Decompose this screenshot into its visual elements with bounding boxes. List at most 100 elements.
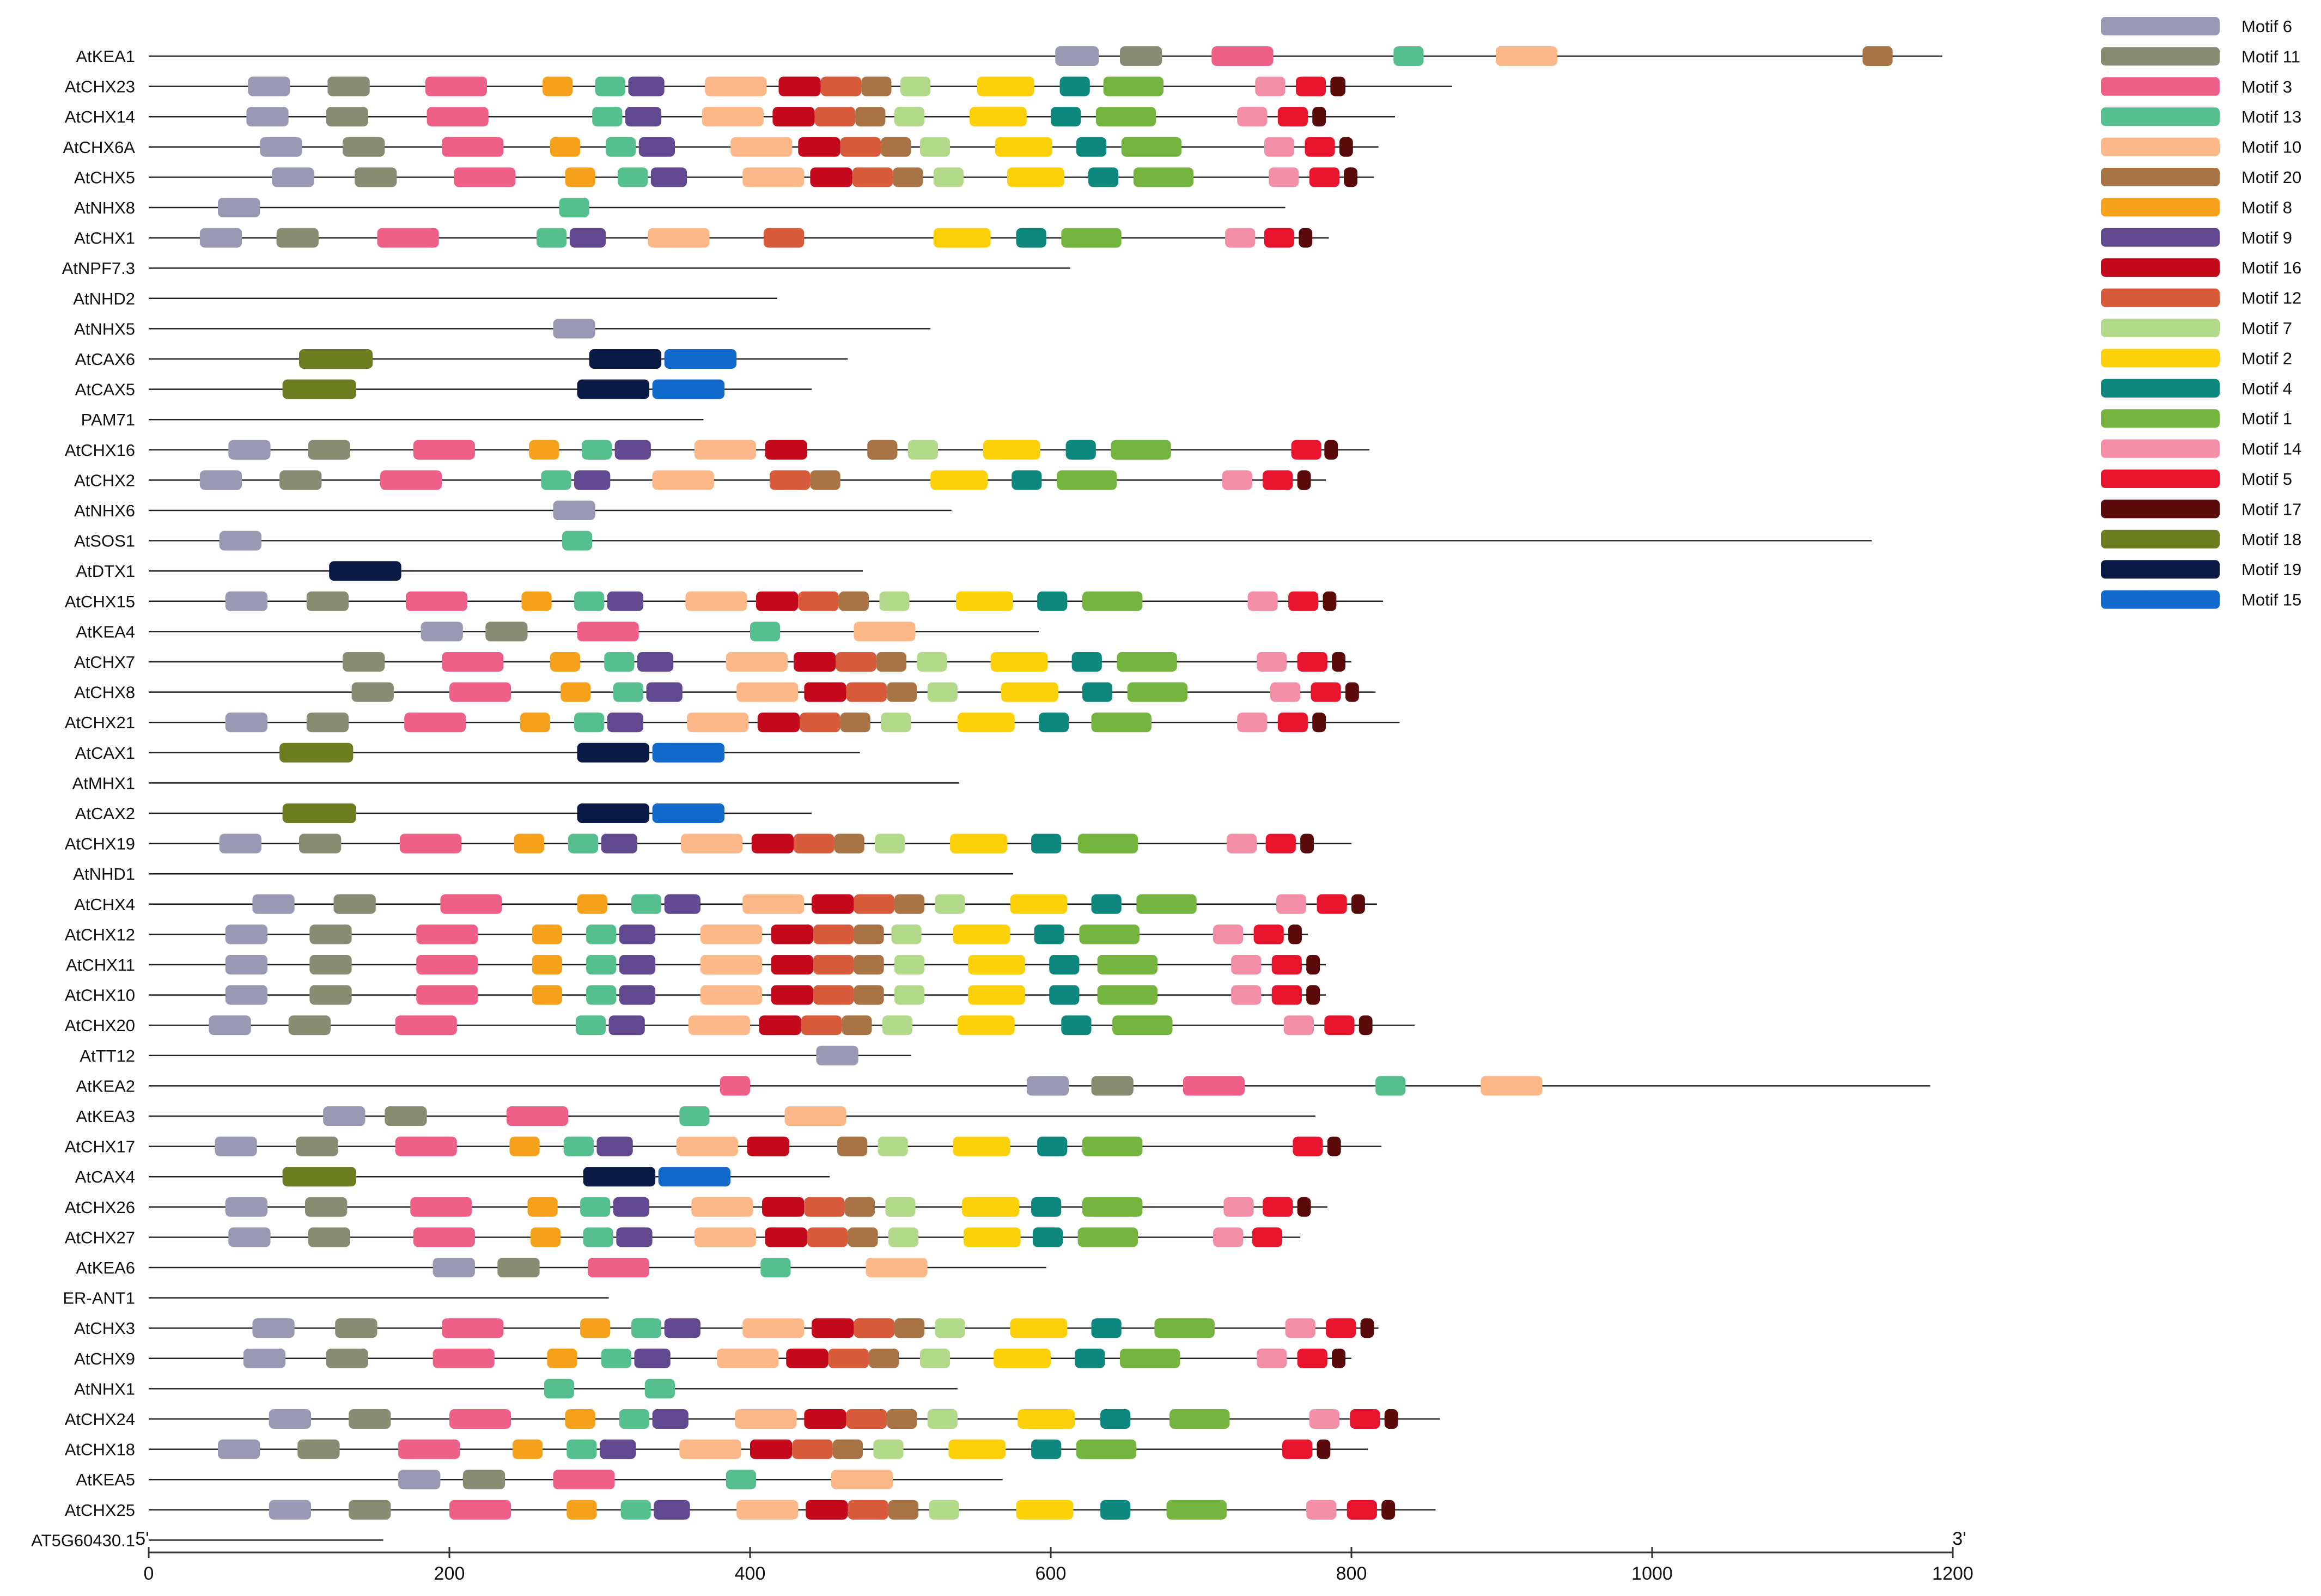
gene-row: AtCHX12 xyxy=(65,924,1308,945)
motif-box-motif-5 xyxy=(1317,894,1347,914)
motif-box-motif-16 xyxy=(812,1318,854,1338)
gene-label: AtCHX27 xyxy=(65,1228,135,1247)
motif-box-motif-3 xyxy=(449,682,511,702)
gene-row: AtDTX1 xyxy=(76,561,863,581)
motif-box-motif-15 xyxy=(652,379,725,399)
gene-row: AtCHX27 xyxy=(65,1227,1301,1247)
motif-box-motif-3 xyxy=(1183,1076,1245,1096)
motif-box-motif-4 xyxy=(1100,1409,1131,1429)
gene-row: AtNHD1 xyxy=(73,864,1013,884)
motif-box-motif-5 xyxy=(1305,137,1335,157)
motif-box-motif-4 xyxy=(1049,955,1080,974)
motif-box-motif-7 xyxy=(919,137,951,157)
gene-label: AtCHX8 xyxy=(74,683,135,702)
motif-box-motif-3 xyxy=(399,833,462,854)
legend-swatch xyxy=(2101,47,2220,66)
motif-box-motif-8 xyxy=(520,712,550,733)
motif-box-motif-6 xyxy=(225,591,268,611)
motif-box-motif-14 xyxy=(1309,1409,1339,1429)
motif-box-motif-11 xyxy=(327,76,370,96)
motif-box-motif-8 xyxy=(514,833,544,854)
motif-box-motif-4 xyxy=(1076,137,1107,157)
motif-box-motif-20 xyxy=(894,1318,925,1338)
motif-box-motif-16 xyxy=(771,955,813,974)
legend-item: Motif 19 xyxy=(2101,560,2301,579)
motif-box-motif-14 xyxy=(1285,1318,1315,1338)
motif-box-motif-1 xyxy=(1154,1318,1215,1338)
motif-box-motif-6 xyxy=(243,1348,286,1368)
motif-box-motif-8 xyxy=(566,1500,597,1520)
motif-box-motif-3 xyxy=(405,591,468,611)
motif-box-motif-1 xyxy=(1166,1500,1227,1520)
motif-box-motif-11 xyxy=(276,228,319,248)
motif-box-motif-1 xyxy=(1095,107,1156,127)
motif-box-motif-16 xyxy=(765,1227,807,1247)
motif-box-motif-20 xyxy=(848,1227,878,1247)
motif-box-motif-12 xyxy=(769,470,811,490)
motif-box-motif-4 xyxy=(1091,1318,1122,1338)
gene-row: AtKEA4 xyxy=(76,622,1039,642)
motif-box-motif-1 xyxy=(1057,470,1117,490)
gene-row: ER-ANT1 xyxy=(63,1289,609,1308)
legend-item: Motif 7 xyxy=(2101,319,2292,338)
gene-label: AtCHX7 xyxy=(74,653,135,672)
motif-box-motif-10 xyxy=(681,833,743,854)
motif-box-motif-13 xyxy=(606,137,636,157)
legend-label: Motif 10 xyxy=(2241,138,2301,157)
motif-box-motif-2 xyxy=(995,137,1052,157)
motif-box-motif-7 xyxy=(894,955,925,974)
motif-box-motif-2 xyxy=(957,712,1015,733)
motif-box-motif-6 xyxy=(553,501,595,520)
legend-item: Motif 1 xyxy=(2101,409,2292,428)
motif-box-motif-6 xyxy=(228,440,271,460)
motif-box-motif-18 xyxy=(299,349,373,369)
legend-item: Motif 20 xyxy=(2101,168,2301,187)
legend-swatch xyxy=(2101,409,2220,428)
gene-label: AtCHX17 xyxy=(65,1137,135,1156)
motif-box-motif-9 xyxy=(654,1500,690,1520)
motif-box-motif-8 xyxy=(527,1197,558,1217)
motif-box-motif-17 xyxy=(1324,440,1338,460)
motif-box-motif-20 xyxy=(876,652,907,672)
motif-box-motif-3 xyxy=(432,1348,495,1368)
motif-box-motif-20 xyxy=(861,76,892,96)
motif-box-motif-4 xyxy=(1031,1197,1062,1217)
motif-box-motif-8 xyxy=(521,591,552,611)
legend-item: Motif 12 xyxy=(2101,288,2301,308)
motif-box-motif-7 xyxy=(891,924,922,945)
motif-box-motif-10 xyxy=(784,1106,846,1126)
motif-box-motif-2 xyxy=(957,1015,1015,1035)
motif-box-motif-6 xyxy=(272,167,314,187)
motif-box-motif-11 xyxy=(288,1015,331,1035)
motif-box-motif-5 xyxy=(1295,76,1326,96)
motif-box-motif-13 xyxy=(544,1379,575,1399)
legend-swatch xyxy=(2101,137,2220,156)
motif-box-motif-14 xyxy=(1237,107,1268,127)
motif-box-motif-13 xyxy=(601,1348,631,1368)
motif-box-motif-17 xyxy=(1345,682,1359,702)
motif-box-motif-6 xyxy=(421,622,463,642)
motif-box-motif-4 xyxy=(1031,1439,1062,1459)
gene-row: AtCAX2 xyxy=(75,803,812,823)
motif-box-motif-10 xyxy=(691,1197,753,1217)
motif-box-motif-7 xyxy=(873,1439,904,1459)
motif-box-motif-10 xyxy=(694,440,757,460)
gene-label: AtNHX8 xyxy=(74,198,135,217)
gene-label: AtMHX1 xyxy=(72,773,135,793)
motif-box-motif-6 xyxy=(252,894,295,914)
motif-box-motif-12 xyxy=(798,591,839,611)
motif-box-motif-13 xyxy=(760,1258,791,1277)
motif-box-motif-2 xyxy=(969,107,1027,127)
motif-box-motif-13 xyxy=(586,955,617,974)
gene-label: AtCHX25 xyxy=(65,1501,135,1520)
motif-box-motif-3 xyxy=(506,1106,569,1126)
motif-box-motif-11 xyxy=(309,985,352,1005)
motif-box-motif-16 xyxy=(810,167,852,187)
motif-box-motif-2 xyxy=(953,1136,1010,1156)
motif-box-motif-20 xyxy=(867,440,898,460)
motif-box-motif-20 xyxy=(854,924,884,945)
motif-box-motif-8 xyxy=(512,1439,543,1459)
x-tick-label: 1200 xyxy=(1932,1563,1973,1584)
motif-box-motif-11 xyxy=(355,167,397,187)
motif-box-motif-3 xyxy=(454,167,516,187)
